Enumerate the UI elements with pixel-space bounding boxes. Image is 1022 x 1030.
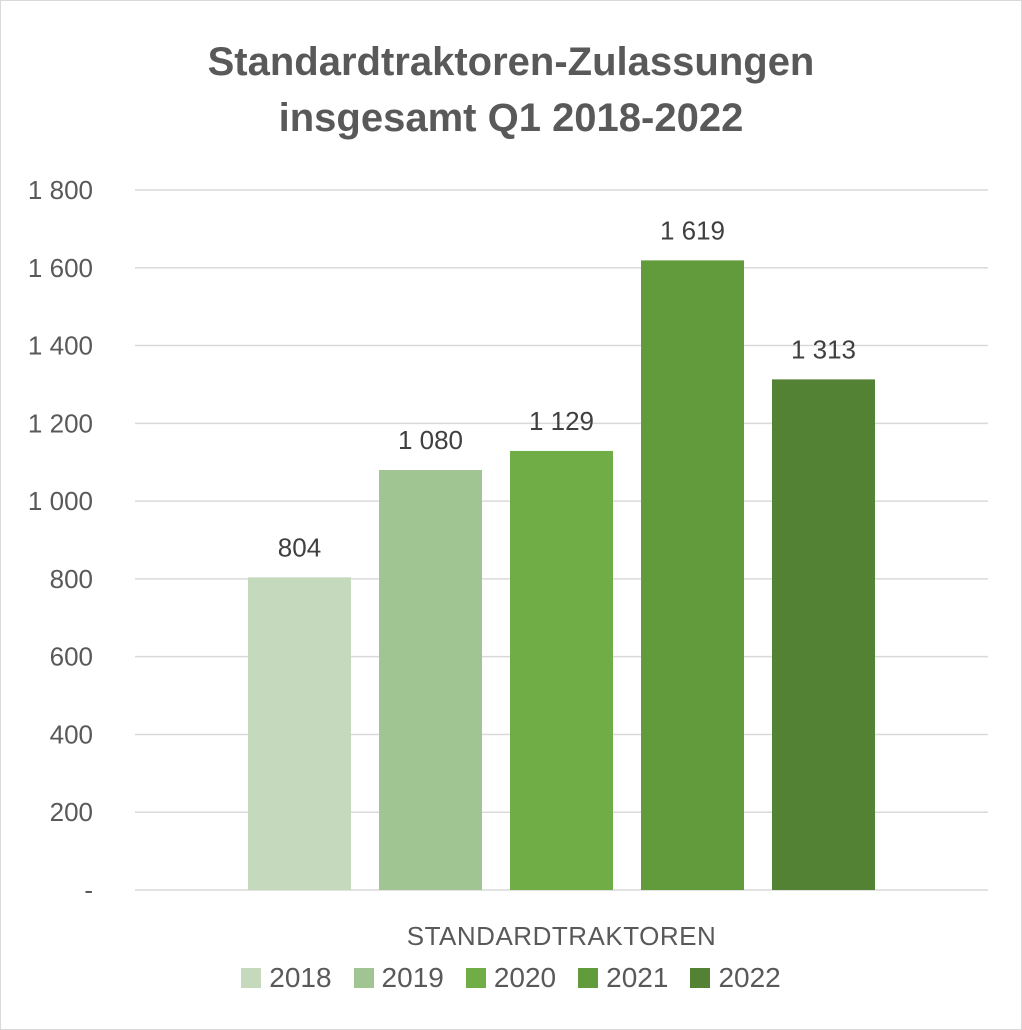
chart-title-line-2: insgesamt Q1 2018-2022: [278, 96, 744, 140]
y-tick-label: 200: [50, 797, 93, 827]
legend-item-2022: 2022: [690, 962, 781, 994]
y-tick-label: 1 800: [28, 175, 93, 205]
y-tick-label: -: [84, 875, 93, 905]
bar-2021: [641, 260, 744, 890]
y-tick-label: 1 200: [28, 408, 93, 438]
legend-swatch: [353, 968, 374, 988]
chart-title: Standardtraktoren-Zulassungen insgesamt …: [0, 34, 1022, 146]
legend-item-2021: 2021: [578, 962, 668, 994]
bar-2019: [379, 470, 482, 890]
legend-label: 2020: [493, 962, 557, 993]
data-label-2018: 804: [278, 532, 321, 562]
legend-swatch: [465, 968, 486, 988]
bar-2022: [772, 379, 875, 890]
y-tick-label: 1 400: [28, 331, 93, 361]
legend-swatch: [578, 968, 599, 988]
y-tick-label: 400: [50, 719, 93, 749]
legend-item-2020: 2020: [465, 962, 557, 994]
legend-item-2018: 2018: [241, 962, 332, 994]
data-label-2022: 1 313: [791, 334, 856, 364]
legend-swatch: [241, 968, 262, 988]
legend-item-2019: 2019: [353, 962, 444, 994]
y-tick-label: 800: [50, 564, 93, 594]
legend-label: 2019: [381, 962, 444, 993]
bar-2018: [248, 577, 351, 890]
bar-2020: [510, 450, 613, 890]
legend-swatch: [690, 968, 711, 988]
chart-legend: 2018 2019 2020 2021 2022: [0, 962, 1022, 994]
data-label-2021: 1 619: [660, 215, 725, 245]
y-tick-label: 1 000: [28, 486, 93, 516]
data-label-2019: 1 080: [398, 425, 463, 455]
legend-label: 2021: [606, 962, 669, 993]
x-category-label: STANDARDTRAKTOREN: [407, 921, 716, 951]
y-tick-label: 1 600: [28, 253, 93, 283]
data-label-2020: 1 129: [529, 406, 594, 436]
legend-label: 2018: [269, 962, 332, 993]
chart-title-line-1: Standardtraktoren-Zulassungen: [207, 40, 815, 84]
y-tick-label: 600: [50, 642, 93, 672]
legend-label: 2022: [718, 962, 781, 993]
